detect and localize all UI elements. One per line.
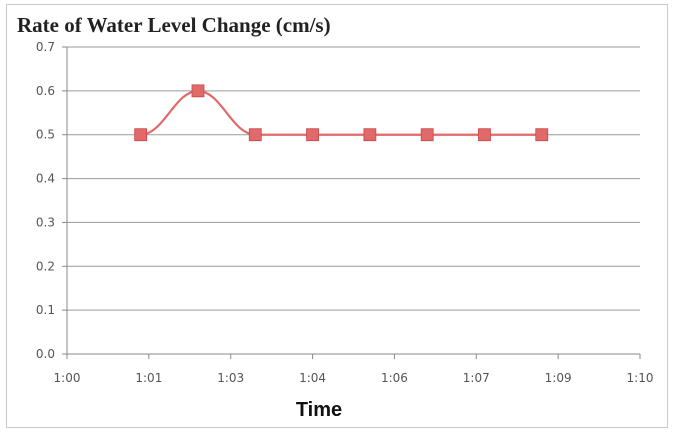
y-tick-label: 0.3	[36, 215, 55, 229]
data-point-marker	[248, 128, 262, 142]
data-point-marker	[535, 128, 549, 142]
data-point-marker	[134, 128, 148, 142]
x-tick-label: 1:10	[627, 371, 654, 385]
y-tick-label: 0.1	[36, 303, 55, 317]
gridlines	[67, 46, 640, 311]
y-tick-label: 0.0	[36, 347, 55, 361]
y-tick-label: 0.4	[36, 172, 55, 186]
chart-frame: Rate of Water Level Change (cm/s)	[6, 4, 668, 428]
series-line-path	[140, 89, 542, 136]
x-axis: 1:00 1:01 1:03 1:04 1:06 1:07 1:09 1:10	[54, 353, 654, 385]
x-tick-label: 1:07	[463, 371, 490, 385]
x-tick-label: 1:01	[135, 371, 162, 385]
data-point-marker	[420, 128, 434, 142]
y-axis: 0.0 0.1 0.2 0.3 0.4 0.5 0.6 0.7	[36, 40, 68, 361]
chart-title: Rate of Water Level Change (cm/s)	[17, 13, 331, 37]
series-line	[140, 89, 542, 136]
data-point-marker	[306, 128, 319, 142]
x-tick-label: 1:03	[217, 371, 244, 385]
y-tick-label: 0.5	[36, 128, 55, 142]
x-tick-label: 1:06	[381, 371, 408, 385]
x-tick-label: 1:09	[545, 371, 572, 385]
series-markers	[134, 84, 549, 142]
data-point-marker	[363, 128, 377, 142]
y-tick-label: 0.6	[36, 84, 55, 98]
x-axis-title: Time	[296, 399, 342, 421]
y-tick-label: 0.7	[36, 40, 55, 54]
x-tick-label: 1:04	[299, 371, 326, 385]
data-point-marker	[478, 128, 491, 142]
data-point-marker	[191, 84, 205, 98]
x-tick-label: 1:00	[54, 371, 81, 385]
y-tick-label: 0.2	[36, 259, 55, 273]
